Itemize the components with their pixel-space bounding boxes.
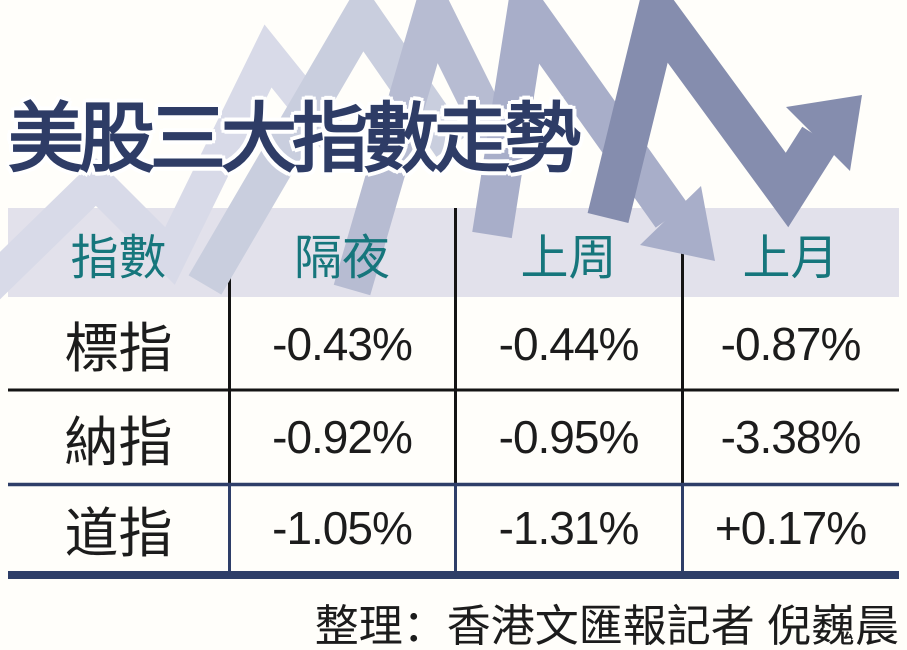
sp500-last-week-value: -0.44% (498, 317, 640, 370)
dow-overnight-value: -1.05% (272, 502, 413, 554)
page-title: 美股三大指數走勢 (8, 97, 581, 182)
nasdaq-last-week-value: -0.95% (498, 411, 640, 463)
row-label-dow: 道指 (64, 503, 173, 564)
dow-last-month-value: +0.17% (714, 502, 867, 554)
source-credit: 整理：香港文匯報記者 倪巍晨 (314, 602, 899, 650)
row-label-sp500: 標指 (64, 319, 173, 379)
column-rules-navy (228, 484, 684, 571)
up-arrowhead-icon (786, 95, 862, 171)
col-header-index: 指數 (70, 231, 167, 285)
nasdaq-overnight-value: -0.92% (272, 411, 413, 463)
index-table: 指數 隔夜 上周 上月 標指 -0.43% -0.44% -0.87% 納指 -… (8, 208, 899, 572)
col-header-last-month: 上月 (742, 231, 839, 285)
bottom-bar (8, 571, 899, 579)
zigzag-arrow-3 (333, 0, 515, 296)
down-arrowhead-icon (640, 186, 715, 261)
dow-last-week-value: -1.31% (498, 502, 640, 554)
nasdaq-last-month-value: -3.38% (720, 411, 862, 463)
row-label-nasdaq: 納指 (64, 412, 173, 473)
zigzag-arrow-1 (0, 24, 364, 300)
col-header-last-week: 上周 (520, 231, 617, 285)
sp500-overnight-value: -0.43% (272, 317, 413, 370)
col-header-overnight: 隔夜 (293, 231, 390, 285)
sp500-last-month-value: -0.87% (720, 317, 862, 370)
zigzag-arrow-up (587, 0, 838, 228)
